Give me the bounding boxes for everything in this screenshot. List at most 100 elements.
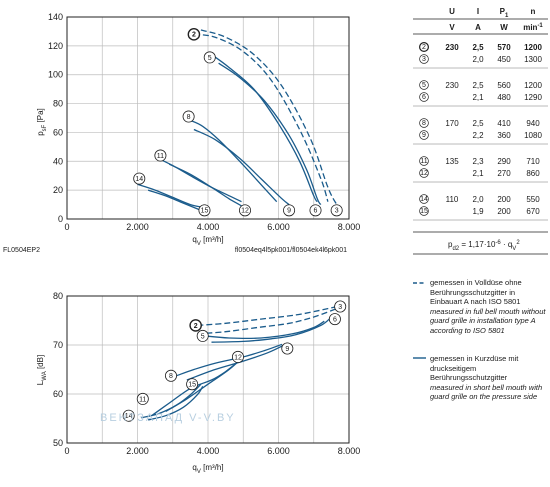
sound-xtick: 6.000 [267, 446, 290, 456]
sound-marker-label-15: 15 [188, 382, 196, 389]
pressure-marker-label-9: 9 [287, 208, 291, 215]
chart-id-right: fl0504eq4l5pk001/fl0504ek4l6pk001 [235, 247, 347, 254]
sound-marker-2 [189, 319, 202, 332]
table-cell-n-3: 1300 [524, 55, 542, 64]
pressure-xtick: 2.000 [126, 222, 149, 232]
table-cell-P-14: 200 [497, 195, 511, 204]
pressure-marker-label-15: 15 [201, 208, 209, 215]
pressure-marker-9 [283, 204, 296, 217]
table-cell-U-11: 135 [445, 157, 459, 166]
table-row-marker-3 [419, 54, 429, 64]
sound-frame [66, 295, 350, 444]
pressure-marker-label-2: 2 [192, 32, 196, 39]
table-cell-n-6: 1290 [524, 93, 542, 102]
pressure-ytick: 40 [53, 156, 63, 166]
sound-marker-label-6: 6 [333, 317, 337, 324]
sound-curve-5 [204, 320, 325, 340]
table-row-marker-14 [419, 194, 429, 204]
pressure-marker-label-14: 14 [135, 176, 143, 183]
sound-marker-label-8: 8 [169, 373, 173, 380]
pressure-curve-3 [200, 29, 338, 205]
table-row-marker-6 [419, 92, 429, 102]
table-unit-U: V [449, 23, 455, 32]
table-cell-P-12: 270 [497, 169, 511, 178]
table-cell-I-5: 2,5 [472, 81, 484, 90]
sound-marker-3 [334, 300, 347, 313]
table-row-marker-8 [419, 118, 429, 128]
table-cell-n-9: 1080 [524, 131, 542, 140]
table-cell-n-15: 670 [526, 207, 540, 216]
pressure-curve-14 [137, 183, 205, 209]
pressure-marker-5 [203, 51, 216, 64]
table-unit-I: A [475, 23, 481, 32]
table-row-marker-11 [419, 156, 429, 166]
table-cell-n-14: 550 [526, 195, 540, 204]
sound-xtick: 0 [64, 446, 69, 456]
table-header-P1: P1 [500, 7, 509, 19]
pressure-marker-label-8: 8 [187, 114, 191, 121]
table-row-id-2: 2 [422, 44, 426, 51]
pressure-marker-12 [239, 204, 252, 217]
legend-solid-en: measured in short bell mouth with guard … [430, 382, 543, 402]
pressure-ytick: 80 [53, 99, 63, 109]
table-row-marker-2 [419, 41, 430, 52]
chart-id-left: FL0504EP2 [3, 247, 40, 254]
pressure-plot: 0 2.000 4.000 6.000 8.000 0 20 40 60 80 100 120 140 2… [48, 12, 360, 232]
sound-xlabel: qV [m³/h] [192, 463, 223, 475]
sound-marker-15 [186, 378, 199, 391]
sound-curve-15 [147, 385, 204, 421]
table-row-marker-9 [419, 130, 429, 140]
table-header-I: I [477, 7, 479, 16]
legend-solid-de: gemessen in Kurzdüse mit druckseitigem B… [430, 354, 519, 383]
sound-curve-8 [176, 343, 283, 377]
table-cell-P-3: 450 [497, 55, 511, 64]
pressure-ytick: 140 [48, 12, 63, 22]
sound-marker-5 [196, 329, 209, 342]
pressure-xtick: 0 [64, 222, 69, 232]
sound-curve-9 [186, 343, 286, 381]
pressure-curve-6 [218, 62, 322, 205]
table-row-id-11: 11 [420, 158, 427, 165]
pressure-curve-15 [147, 189, 205, 213]
table-row-id-5: 5 [422, 82, 426, 89]
table-row-id-14: 14 [420, 196, 428, 203]
pressure-curve-9 [193, 128, 290, 206]
pressure-marker-15 [198, 204, 211, 217]
pressure-frame [66, 16, 350, 220]
pressure-ytick: 60 [53, 127, 63, 137]
formula-text: pd2 = 1,17·10-6 · qV2 [448, 240, 520, 252]
table-row-marker-5 [419, 80, 429, 90]
sound-ytick: 80 [53, 291, 63, 301]
table-cell-U-14: 110 [446, 195, 459, 204]
sound-ylabel: LWA [dB] [36, 355, 48, 385]
pressure-xlabel: qV [m³/h] [192, 235, 223, 247]
sound-marker-14 [122, 409, 135, 422]
watermark: ВЕНТЗАПАД V-V.BY [100, 412, 236, 424]
pressure-marker-label-12: 12 [241, 208, 249, 215]
pressure-marker-3 [330, 204, 343, 217]
sound-curve-6 [211, 316, 332, 343]
sound-xtick: 4.000 [197, 446, 220, 456]
table-row-id-15: 15 [420, 208, 428, 215]
table-cell-I-8: 2,5 [472, 119, 484, 128]
pressure-ytick: 0 [58, 214, 63, 224]
pressure-marker-label-11: 11 [157, 153, 164, 160]
pressure-curve-5 [211, 53, 318, 203]
table-cell-I-11: 2,3 [472, 157, 484, 166]
sound-marker-label-14: 14 [125, 413, 133, 420]
table-cell-P-8: 410 [497, 119, 511, 128]
table-cell-I-15: 1,9 [472, 207, 484, 216]
sound-marker-label-11: 11 [139, 396, 146, 403]
sound-marker-12 [231, 350, 244, 363]
pressure-marker-14 [133, 172, 146, 185]
table-row-marker-12 [419, 168, 429, 178]
pressure-xtick: 8.000 [338, 222, 361, 232]
table-cell-P-5: 560 [497, 81, 511, 90]
table-unit-P: W [500, 23, 508, 32]
pressure-marker-label-3: 3 [335, 208, 339, 215]
table-unit-n: min-1 [523, 23, 543, 32]
pressure-marker-2 [187, 28, 201, 41]
table-cell-n-5: 1200 [524, 81, 542, 90]
legend-dashed-en: measured in full bell mouth without guar… [430, 306, 546, 335]
